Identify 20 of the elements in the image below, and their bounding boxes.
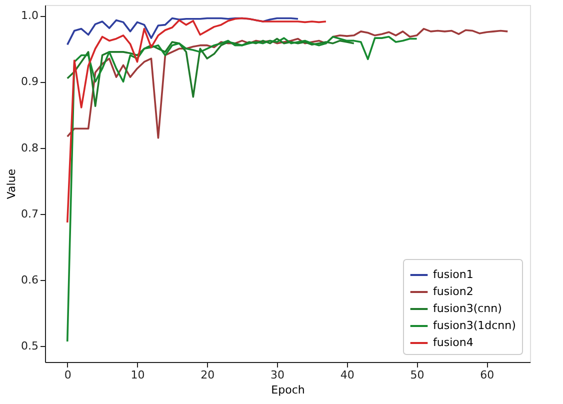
x-axis-title: Epoch — [271, 384, 305, 396]
y-tick-label: 1.0 — [21, 9, 38, 22]
y-tick-label: 0.8 — [21, 141, 38, 154]
y-tick-label: 0.6 — [21, 274, 38, 287]
x-tick-label: 20 — [200, 368, 215, 382]
legend-label: fusion4 — [433, 336, 474, 349]
legend-label: fusion2 — [433, 285, 474, 298]
x-tick-label: 30 — [270, 368, 285, 382]
legend-label: fusion3(cnn) — [433, 302, 502, 315]
x-tick-label: 0 — [64, 368, 72, 382]
x-tick-label: 50 — [410, 368, 424, 382]
x-tick-label: 10 — [130, 368, 145, 382]
y-axis-title: Value — [5, 168, 18, 200]
legend-label: fusion3(1dcnn) — [433, 319, 516, 332]
y-tick-label: 0.5 — [21, 340, 38, 353]
x-tick-label: 60 — [480, 368, 494, 382]
y-tick-label: 0.7 — [21, 207, 38, 220]
y-tick-label: 0.9 — [21, 75, 38, 88]
x-tick-label: 40 — [340, 368, 354, 382]
legend-label: fusion1 — [433, 268, 474, 281]
